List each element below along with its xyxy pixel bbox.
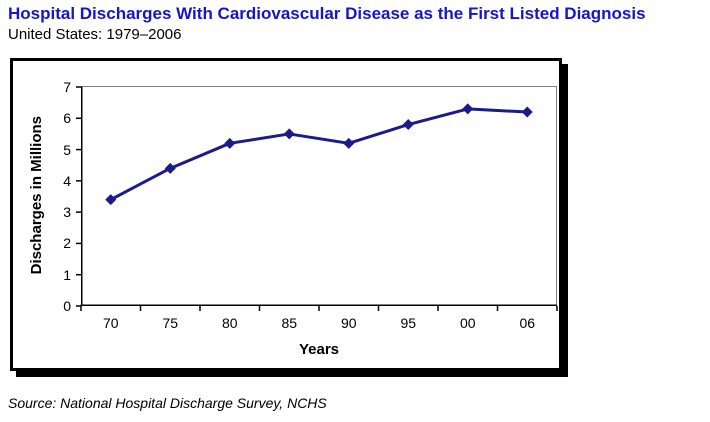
x-tick-label: 90 <box>340 315 357 331</box>
x-axis-title: Years <box>298 341 340 358</box>
x-tick-label: 00 <box>459 315 476 331</box>
y-tick-label: 2 <box>63 235 71 252</box>
y-tick-label: 0 <box>63 298 71 314</box>
source-note: Source: National Hospital Discharge Surv… <box>8 395 327 411</box>
line-chart <box>76 86 558 311</box>
y-tick-label: 5 <box>63 141 71 158</box>
x-tick-label: 75 <box>162 315 179 331</box>
y-tick-label: 7 <box>63 79 71 95</box>
plot-area: 0 1 2 3 4 5 6 7 70 75 80 85 90 95 00 06 <box>63 79 558 331</box>
diamond-marker <box>224 137 236 149</box>
diamond-marker <box>343 137 355 149</box>
y-tick-label: 1 <box>63 266 71 283</box>
y-tick-label: 4 <box>63 172 71 189</box>
diamond-marker <box>105 194 117 206</box>
series-line <box>109 107 529 202</box>
diamond-marker <box>402 119 414 131</box>
diamond-marker <box>283 128 295 140</box>
y-tick-label: 3 <box>63 204 71 221</box>
page-subtitle: United States: 1979–2006 <box>8 26 182 43</box>
y-tick-label: 6 <box>63 110 71 127</box>
y-axis-title: Discharges in Millions <box>27 116 45 275</box>
x-tick-label: 70 <box>102 315 119 331</box>
chart-frame: Discharges in Millions 0 1 2 3 4 5 6 7 70 75 80 85… <box>10 58 562 371</box>
diamond-marker <box>521 106 533 118</box>
x-tick-label: 06 <box>519 315 536 331</box>
x-tick-label: 95 <box>400 315 417 331</box>
diamond-marker <box>462 103 474 115</box>
page-title: Hospital Discharges With Cardiovascular … <box>8 4 646 23</box>
diamond-marker <box>164 162 176 174</box>
x-tick-label: 85 <box>281 315 298 331</box>
x-tick-label: 80 <box>221 315 238 331</box>
